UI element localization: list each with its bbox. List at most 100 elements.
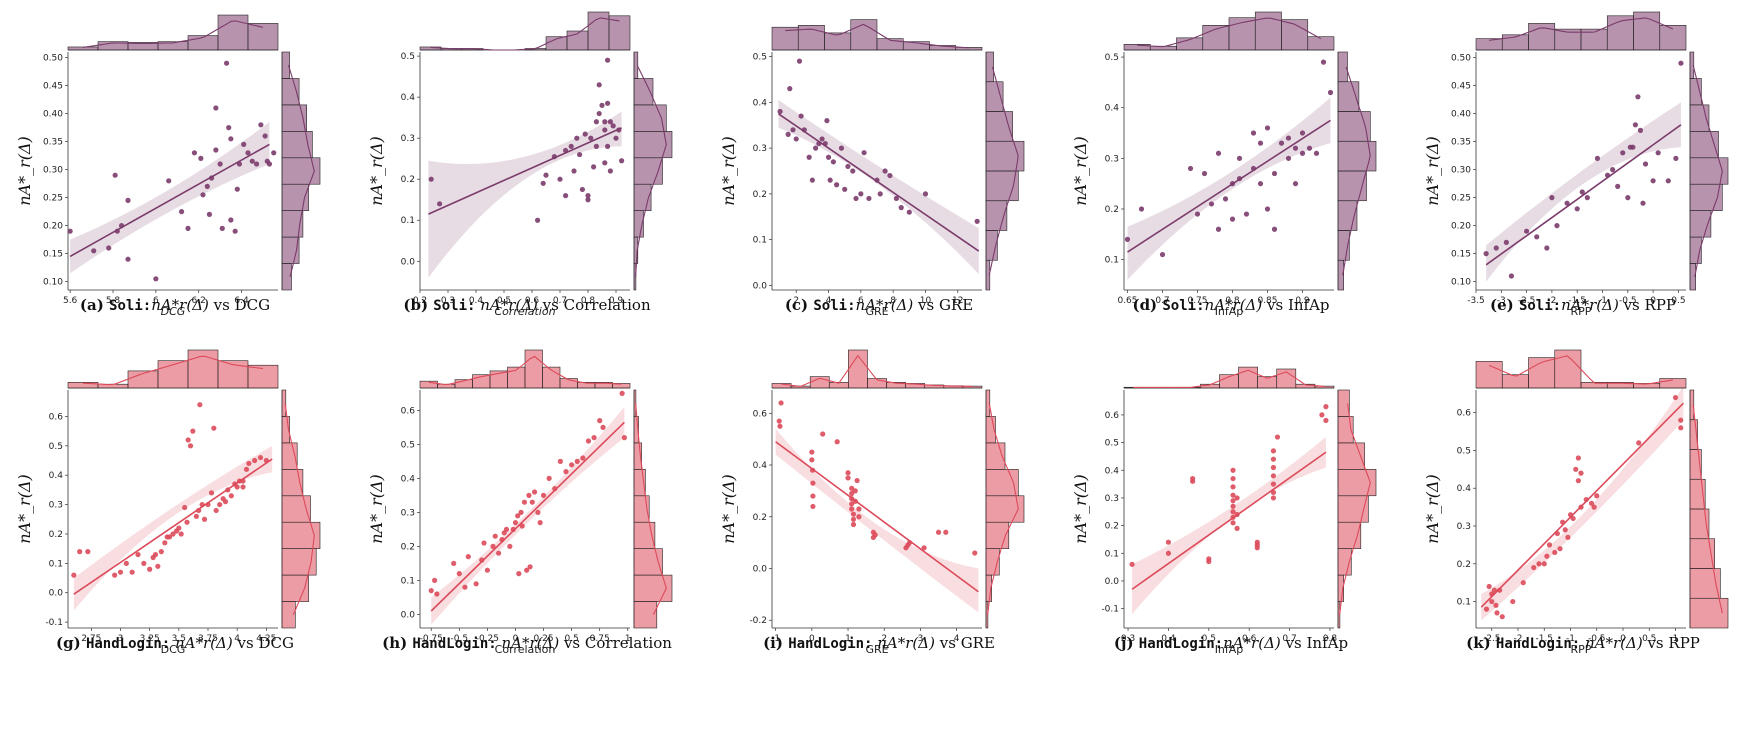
data-point [516, 571, 522, 577]
data-point [510, 526, 516, 532]
data-point [582, 131, 588, 137]
data-point [1243, 211, 1250, 217]
data-point [1499, 614, 1505, 620]
top-hist-bar [850, 19, 878, 51]
y-axis-label: nA*_r(Δ) [367, 136, 386, 206]
right-hist-bar [633, 574, 673, 602]
data-point [1594, 155, 1601, 161]
data-point [521, 499, 528, 505]
data-point [201, 516, 208, 522]
data-point [1215, 226, 1222, 232]
data-point [972, 550, 978, 556]
data-point [217, 501, 223, 508]
right-hist-bar [281, 157, 321, 185]
data-point [1642, 161, 1649, 167]
x-axis-label: RPP [1571, 305, 1592, 318]
caption-dataset: Soli: [1519, 298, 1561, 314]
data-point [777, 108, 783, 115]
x-tick-label: 2 [793, 296, 799, 306]
regression-line [1485, 124, 1682, 266]
data-point [1234, 525, 1240, 531]
data-point [1230, 503, 1236, 509]
caption-vs: vs [1281, 634, 1307, 652]
x-tick-label: 0.75 [590, 634, 610, 644]
data-point [519, 523, 525, 529]
x-tick-label: 0.7 [1155, 296, 1169, 306]
y-tick-label: 0.2 [753, 513, 767, 523]
y-tick-label: 0.35 [1451, 138, 1471, 148]
data-point [599, 102, 605, 108]
data-point [515, 513, 521, 519]
x-axis-label: InfAp [1215, 643, 1244, 656]
caption-dataset: Soli: [813, 298, 855, 314]
data-point [850, 521, 857, 528]
data-point [213, 507, 219, 514]
right-hist-bar [281, 51, 290, 79]
x-tick-label: -1 [1598, 296, 1607, 306]
data-point [219, 225, 225, 231]
data-point [481, 540, 487, 546]
x-tick-label: -0.5 [451, 634, 469, 644]
data-point [1604, 172, 1611, 178]
data-point [77, 549, 83, 555]
x-tick-label: -2 [1547, 296, 1556, 306]
top-hist-bar [1659, 24, 1687, 51]
y-tick-label: 0.15 [43, 250, 63, 260]
panel-caption: (c) Soli:nA*r(Δ) vs GRE [785, 296, 973, 314]
right-kde-curve [284, 403, 315, 616]
caption-lhs: nA*r(Δ) [873, 634, 936, 652]
data-point [824, 118, 830, 124]
data-point [1270, 464, 1277, 471]
data-point [1215, 150, 1222, 156]
caption-metric: RPP [1645, 296, 1676, 314]
right-kde-curve [1339, 403, 1371, 615]
caption-metric: RPP [1668, 634, 1699, 652]
data-point [1292, 181, 1299, 187]
confidence-band [1127, 97, 1331, 280]
regression-line [69, 143, 270, 258]
top-kde-curve [785, 23, 969, 49]
data-point [1230, 509, 1236, 515]
data-point [943, 529, 949, 535]
caption-lhs: nA*r(Δ) [1580, 634, 1643, 652]
caption-vs: vs [559, 634, 585, 652]
data-point [484, 567, 490, 573]
data-point [1124, 236, 1131, 242]
data-point [135, 551, 141, 558]
data-point [1625, 195, 1631, 201]
caption-tag: (c) [785, 296, 814, 314]
data-point [546, 475, 552, 481]
data-point [1271, 226, 1278, 232]
top-hist-bar [587, 11, 610, 51]
caption-dataset: Soli: [109, 298, 151, 314]
y-tick-label: 0.3 [1457, 522, 1471, 532]
data-point [1678, 425, 1684, 431]
x-tick-label: 3.5 [172, 634, 186, 644]
data-point [1229, 181, 1236, 187]
panel-d: 0.65 0.7 0.75 0.8 0.85 0.9 0.1 0.2 0.3 0.4 0.5 InfA… [1071, 11, 1377, 318]
data-point [557, 176, 563, 182]
data-point [249, 158, 255, 164]
data-point [1323, 417, 1329, 424]
data-point [465, 554, 471, 560]
data-point [241, 141, 247, 147]
data-point [540, 180, 546, 186]
panel-caption: (i) HandLogin: nA*r(Δ) vs GRE [763, 634, 995, 652]
y-tick-label: 0.40 [43, 110, 63, 120]
data-point [856, 514, 862, 520]
right-kde-curve [1692, 65, 1723, 277]
data-point [1573, 466, 1579, 472]
top-hist-bar [1501, 374, 1529, 389]
data-point [240, 484, 246, 490]
data-point [213, 105, 219, 111]
panel-g: 2.75 3 3.25 3.5 3.75 4 4.25 -0.1 0.0 0.1 0.2 0.3 0.4… [15, 349, 321, 656]
data-point [1546, 542, 1553, 548]
data-point [1483, 251, 1489, 257]
data-point [225, 487, 231, 493]
data-point [850, 168, 856, 174]
data-point [585, 438, 592, 444]
data-point [819, 136, 825, 142]
caption-metric: DCG [258, 634, 294, 652]
caption-lhs: nA*r(Δ) [170, 634, 233, 652]
top-hist-bar [824, 32, 852, 51]
